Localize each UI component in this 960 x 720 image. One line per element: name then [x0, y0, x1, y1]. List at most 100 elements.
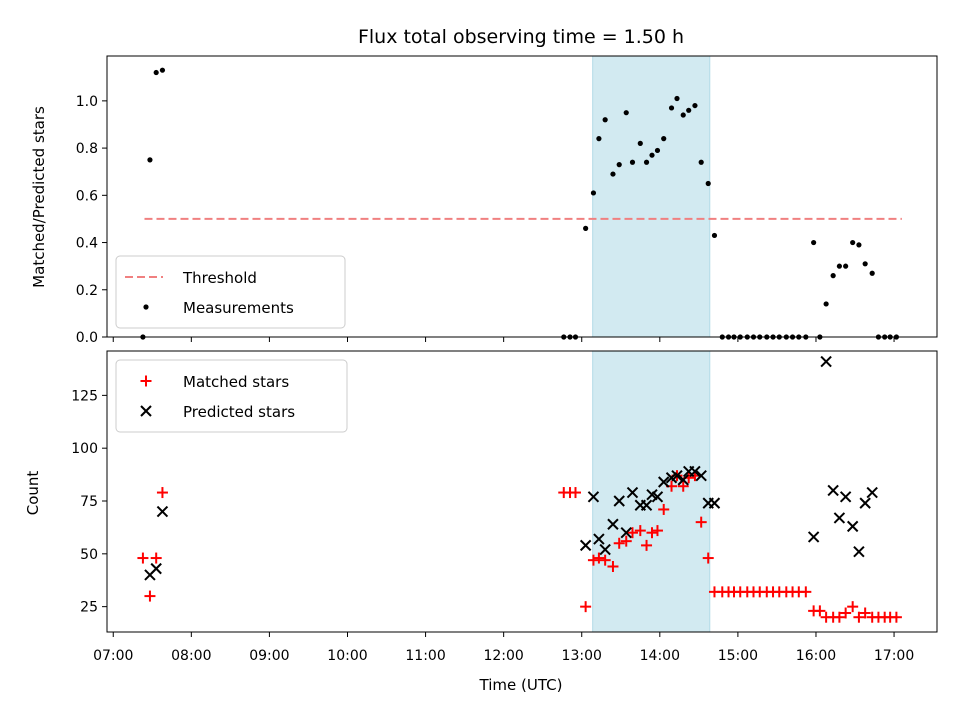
matched-stars-point: [847, 601, 859, 613]
y-axis-label-count: Count: [24, 471, 42, 516]
matched-stars-point: [890, 611, 902, 623]
x-tick-label: 14:00: [640, 648, 680, 664]
predicted-stars-point: [156, 505, 169, 518]
measurements-point: [637, 140, 643, 146]
plot-frame: [106, 55, 938, 338]
y-tick-label: 75: [80, 494, 98, 510]
predicted-stars-point: [651, 491, 664, 503]
measurements-point: [680, 112, 686, 118]
measurements-point: [159, 67, 166, 73]
legend: Matched stars Predicted stars: [115, 359, 348, 433]
measurements-point: [643, 159, 650, 165]
predicted-stars-point: [620, 526, 632, 539]
y-tick-label: 125: [71, 388, 98, 404]
measurements-point: [830, 273, 836, 279]
chart-title: Flux total observing time = 1.50 h: [358, 26, 684, 48]
predicted-stars-point: [150, 562, 162, 575]
measurements-point: [823, 301, 829, 307]
measurements-point: [153, 69, 159, 76]
measurements-point: [654, 147, 661, 154]
predicted-stars-point: [846, 520, 859, 533]
predicted-stars-point: [671, 469, 683, 482]
x-tick-label: 17:00: [874, 648, 914, 664]
y-tick-label: 0.8: [76, 141, 98, 157]
measurements-point: [843, 263, 849, 269]
matched-stars-point: [658, 503, 670, 515]
measurements-point: [629, 159, 636, 165]
matched-stars-point: [702, 552, 714, 564]
measurements-point: [596, 136, 602, 142]
predicted-stars-point: [689, 465, 701, 478]
matched-stars-point: [156, 487, 168, 499]
x-tick-label: 10:00: [327, 648, 367, 664]
y-tick-label: 0.4: [76, 236, 98, 252]
legend-matched-stars-swatch: [140, 375, 152, 387]
matched-stars-point: [634, 525, 646, 537]
legend-threshold-label: Threshold: [182, 269, 257, 287]
measurements-point: [147, 157, 153, 163]
measurements-point: [711, 232, 718, 239]
predicted-stars-point: [866, 486, 878, 499]
measurements-point: [811, 239, 817, 246]
predicted-stars-point: [658, 476, 670, 488]
legend: Threshold Measurements: [115, 255, 346, 329]
matched-stars-point: [613, 537, 625, 549]
predicted-stars-point: [833, 512, 846, 524]
predicted-stars-point: [677, 474, 689, 486]
predicted-stars-point: [579, 539, 592, 552]
measurements-point: [705, 180, 711, 187]
x-tick-label: 08:00: [171, 648, 211, 664]
measurements-point: [616, 162, 622, 168]
matched-stars-point: [587, 554, 599, 566]
matched-stars-point: [620, 535, 632, 547]
measurements-point: [869, 270, 875, 276]
legend-box: [115, 359, 348, 433]
predicted-stars-point: [613, 495, 625, 507]
measurements-point: [649, 152, 655, 158]
measurements-point: [668, 105, 675, 111]
y-tick-label: 100: [71, 441, 98, 457]
measurements-point: [850, 239, 856, 246]
matched-stars-point: [853, 611, 865, 623]
matched-stars-point: [695, 516, 707, 528]
matched-stars-point: [800, 586, 812, 598]
matched-stars-point: [593, 552, 605, 564]
y-tick-label: 0.2: [76, 283, 98, 299]
matched-stars-point: [651, 525, 663, 537]
measurements-point: [623, 110, 629, 116]
matched-stars-point: [833, 611, 845, 623]
predicted-stars-point: [820, 355, 832, 368]
x-tick-label: 12:00: [483, 648, 523, 664]
legend-measurements-label: Measurements: [183, 299, 294, 317]
x-tick-label: 16:00: [796, 648, 836, 664]
matched-stars-point: [580, 601, 592, 613]
matched-stars-point: [840, 607, 852, 619]
predicted-stars-point: [827, 484, 839, 497]
matched-stars-point: [607, 561, 619, 573]
measurements-point: [610, 171, 616, 177]
measurements-point: [686, 107, 692, 113]
predicted-stars-point: [853, 546, 865, 558]
matched-stars-point: [814, 605, 826, 617]
measurements-point: [602, 117, 608, 123]
observing-window-span: [592, 350, 711, 633]
measurements-point: [856, 242, 862, 248]
plot-frame: [106, 350, 938, 633]
matched-stars-point: [641, 539, 653, 551]
matched-stars-point: [859, 607, 871, 619]
measurements-point: [862, 261, 868, 267]
matched-stars-point: [626, 527, 638, 539]
ratio-panel: 0.0 0.2 0.4 0.6 0.8 1.0 Threshold Measurements: [76, 55, 938, 346]
predicted-stars-point: [626, 486, 639, 499]
legend-matched-stars-label: Matched stars: [183, 373, 289, 391]
y-tick-label: 1.0: [76, 94, 98, 110]
y-tick-label: 25: [80, 600, 98, 616]
matched-stars-point: [150, 552, 162, 564]
legend-box: [115, 255, 346, 329]
y-axis-label-ratio: Matched/Predicted stars: [30, 106, 48, 288]
matched-stars-point: [137, 552, 149, 564]
measurements-point: [590, 190, 597, 196]
y-tick-label: 0.0: [76, 330, 98, 346]
predicted-stars-point: [593, 533, 605, 545]
measurements-point: [661, 136, 667, 142]
